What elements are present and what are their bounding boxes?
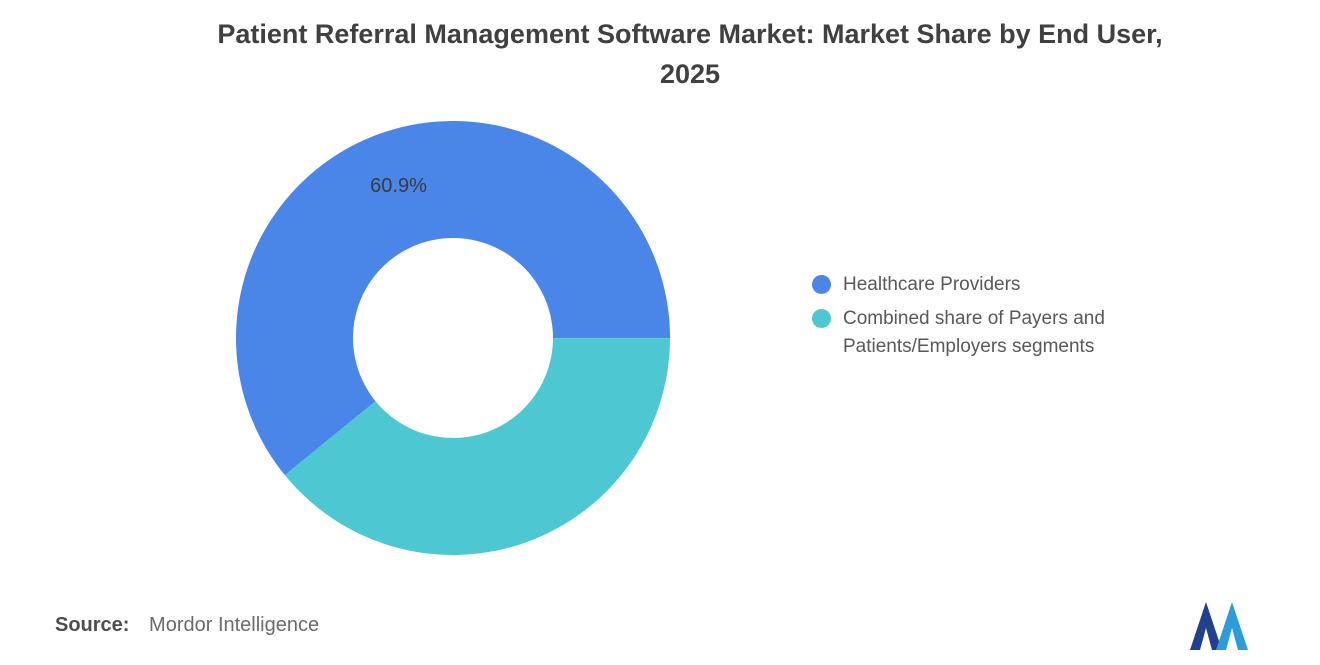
donut-chart: 60.9% — [233, 118, 673, 558]
legend-marker-teal-icon — [812, 309, 831, 328]
mordor-intelligence-logo — [1190, 602, 1248, 650]
chart-title-line1: Patient Referral Management Software Mar… — [217, 19, 1163, 49]
source-prefix: Source: — [55, 614, 130, 636]
source-text: Mordor Intelligence — [149, 614, 320, 636]
legend-label: Combined share of Payers and Patients/Em… — [843, 308, 1105, 357]
donut-slice-1 — [284, 338, 670, 555]
legend-item-healthcare-providers: Healthcare Providers — [812, 271, 1152, 299]
logo-left-peak — [1190, 602, 1222, 650]
legend-item-combined-share: Combined share of Payers and Patients/Em… — [812, 305, 1152, 361]
logo-right-peak — [1216, 602, 1248, 650]
legend-marker-blue-icon — [812, 275, 831, 294]
chart-title: Patient Referral Management Software Mar… — [60, 14, 1320, 94]
slice-data-label: 60.9% — [370, 175, 427, 197]
legend-label: Healthcare Providers — [843, 274, 1021, 295]
chart-legend: Healthcare Providers Combined share of P… — [812, 271, 1152, 361]
donut-chart-svg: 60.9% — [236, 121, 671, 555]
chart-title-line2: 2025 — [659, 59, 721, 89]
source-line: Source: Mordor Intelligence — [55, 614, 319, 637]
donut-slice-0 — [236, 121, 671, 476]
